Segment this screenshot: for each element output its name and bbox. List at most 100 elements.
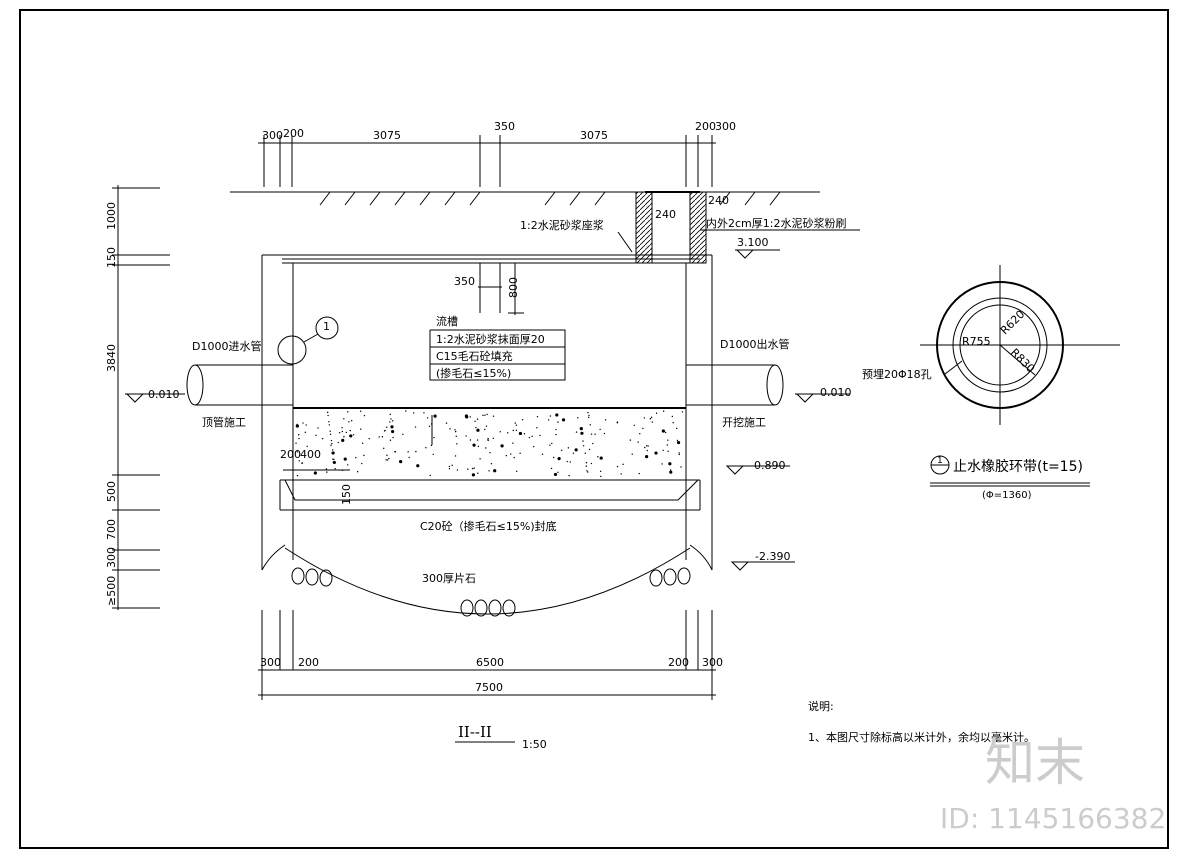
fill-texture bbox=[430, 444, 433, 447]
fill-texture bbox=[454, 430, 457, 433]
fill-texture bbox=[669, 470, 673, 474]
fill-texture bbox=[594, 433, 596, 435]
fill-texture bbox=[360, 428, 362, 430]
fill-texture bbox=[476, 418, 479, 420]
dim: 240 bbox=[708, 194, 729, 207]
dim: 300 bbox=[702, 656, 723, 669]
dim: 300 bbox=[262, 129, 283, 142]
fill-texture bbox=[549, 444, 551, 446]
frame bbox=[19, 9, 1169, 849]
fill-texture bbox=[582, 445, 585, 447]
fill-texture bbox=[331, 442, 333, 445]
dim: 400 bbox=[300, 448, 321, 461]
fill-texture bbox=[361, 462, 363, 465]
fill-texture bbox=[681, 411, 684, 413]
dim: 200 bbox=[298, 656, 319, 669]
fill-texture bbox=[337, 441, 339, 444]
fill-texture bbox=[321, 437, 324, 440]
fill-texture bbox=[561, 418, 566, 422]
fill-texture bbox=[639, 433, 641, 435]
fill-texture bbox=[328, 421, 330, 423]
fill-texture bbox=[541, 453, 544, 455]
fill-texture bbox=[515, 424, 518, 426]
fill-texture bbox=[580, 431, 584, 435]
fill-texture bbox=[646, 449, 648, 452]
fill-texture bbox=[643, 417, 646, 419]
fill-texture bbox=[391, 429, 395, 434]
fill-texture bbox=[604, 419, 607, 421]
fill-texture bbox=[474, 420, 476, 423]
fill-texture bbox=[649, 418, 652, 420]
fill-texture bbox=[296, 474, 299, 477]
fill-texture bbox=[492, 415, 495, 417]
fill-texture bbox=[327, 414, 329, 417]
dim: 6500 bbox=[476, 656, 504, 669]
fill-texture bbox=[512, 429, 514, 432]
fill-texture bbox=[467, 468, 469, 470]
fill-texture bbox=[469, 416, 471, 418]
dim: 200 bbox=[695, 120, 716, 133]
fill-texture bbox=[332, 458, 334, 461]
fill-texture bbox=[512, 442, 514, 444]
fill-texture bbox=[678, 452, 680, 454]
fill-texture bbox=[664, 431, 667, 434]
fill-texture bbox=[531, 435, 533, 438]
label: 1:2水泥砂浆抹面厚20 bbox=[436, 332, 545, 346]
fill-texture bbox=[587, 471, 589, 473]
fill-texture bbox=[661, 429, 665, 433]
fill-texture bbox=[329, 430, 331, 432]
fill-texture bbox=[642, 427, 644, 430]
watermark-logo: 知末 bbox=[985, 734, 1085, 792]
fill-texture bbox=[378, 436, 380, 438]
fill-texture bbox=[390, 425, 394, 429]
fill-texture bbox=[667, 450, 669, 452]
fill-texture bbox=[356, 471, 359, 473]
label: 顶管施工 bbox=[202, 415, 246, 429]
fill-texture bbox=[585, 461, 588, 464]
fill-texture bbox=[567, 447, 570, 449]
fill-texture bbox=[298, 434, 300, 436]
fill-texture bbox=[536, 415, 539, 418]
fill-texture bbox=[349, 434, 353, 438]
detail-ring bbox=[920, 265, 1120, 475]
fill-texture bbox=[454, 429, 456, 431]
label: (掺毛石≤15%) bbox=[436, 366, 511, 380]
fill-texture bbox=[389, 413, 392, 416]
fill-texture bbox=[298, 460, 300, 462]
fill-texture bbox=[390, 418, 392, 420]
fill-texture bbox=[667, 439, 669, 441]
label: 内外2cm厚1:2水泥砂浆粉刷 bbox=[706, 216, 846, 230]
fill-texture bbox=[476, 428, 480, 432]
fill-texture bbox=[654, 451, 658, 455]
fill-texture bbox=[588, 448, 591, 451]
fill-texture bbox=[668, 462, 672, 466]
label: 预埋20Φ18孔 bbox=[862, 368, 932, 381]
fill-texture bbox=[386, 459, 389, 461]
fill-texture bbox=[536, 427, 538, 429]
fill-texture bbox=[432, 453, 434, 456]
fill-texture bbox=[650, 416, 653, 419]
fill-texture bbox=[341, 438, 345, 442]
fill-texture bbox=[448, 465, 451, 468]
label: R755 bbox=[962, 335, 991, 348]
fill-texture bbox=[349, 429, 351, 432]
fill-texture bbox=[405, 410, 407, 412]
fill-texture bbox=[328, 424, 331, 426]
fill-texture bbox=[662, 449, 664, 452]
dim: 300 bbox=[715, 120, 736, 133]
dim: 3840 bbox=[105, 344, 118, 372]
fill-texture bbox=[464, 414, 468, 418]
fill-texture bbox=[587, 416, 590, 419]
label: 300厚片石 bbox=[422, 572, 476, 585]
labels: 1:2水泥砂浆座浆 内外2cm厚1:2水泥砂浆粉刷 3.100 流槽 1:2水泥… bbox=[148, 216, 852, 585]
fill-texture bbox=[637, 441, 639, 443]
fill-texture bbox=[582, 440, 584, 442]
label: R830 bbox=[1008, 346, 1037, 375]
fill-texture bbox=[513, 456, 515, 459]
fill-texture bbox=[487, 437, 489, 440]
fill-texture bbox=[330, 444, 332, 446]
fill-texture bbox=[515, 429, 518, 431]
label: 1 bbox=[323, 320, 330, 333]
fill-texture bbox=[566, 460, 568, 463]
fill-texture bbox=[331, 451, 335, 455]
